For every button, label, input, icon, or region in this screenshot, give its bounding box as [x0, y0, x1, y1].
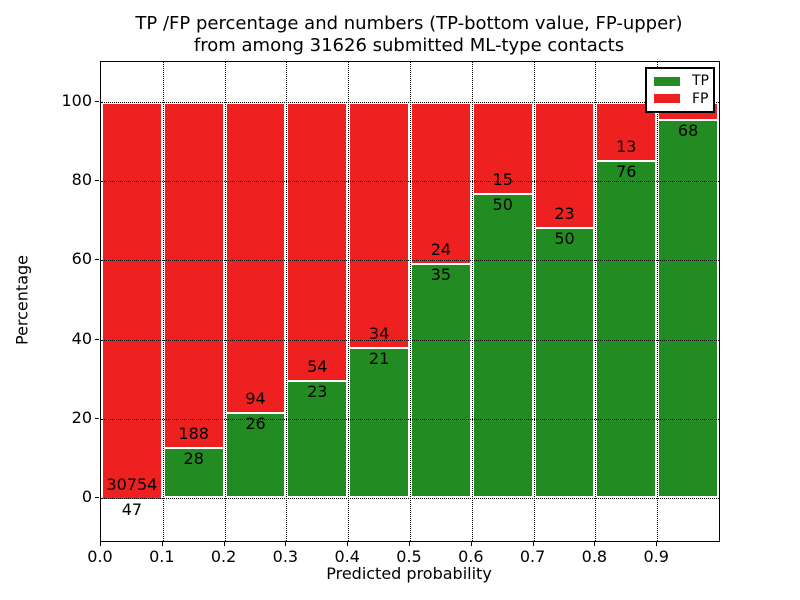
bar-segment-fp: [162, 102, 225, 447]
x-tick-mark: [161, 542, 163, 546]
bar-tp-count-label: 68: [677, 120, 699, 140]
chart-title: TP /FP percentage and numbers (TP-bottom…: [100, 13, 718, 57]
x-gridline: [533, 62, 535, 541]
x-tick-mark: [347, 542, 349, 546]
x-tick-label: 0.4: [334, 547, 360, 566]
x-tick-mark: [223, 542, 225, 546]
x-tick-mark: [470, 542, 472, 546]
y-tick-label: 60: [71, 249, 92, 269]
bar-segment-fp: [101, 102, 163, 498]
bar-tp-count-label: 28: [183, 448, 204, 468]
bar-fp-count-label: 30754: [106, 474, 158, 494]
y-tick-label: 80: [71, 170, 92, 190]
bar-fp-count-label: 23: [554, 203, 575, 223]
y-tick-mark: [95, 180, 99, 182]
x-tick-mark: [409, 542, 410, 546]
bar-segment-tp: [657, 118, 719, 499]
tp-legend-swatch: [654, 76, 680, 86]
x-tick-mark: [594, 542, 596, 546]
bar-segment-fp: [471, 102, 534, 194]
bar-tp-count-label: 21: [368, 348, 390, 368]
bar-tp-count-label: 50: [492, 195, 513, 215]
y-tick-label: 100: [61, 91, 92, 111]
bar-segment-tp: [410, 263, 472, 499]
x-tick-label: 0.0: [87, 547, 113, 566]
chart-title-line1: TP /FP percentage and numbers (TP-bottom…: [135, 13, 683, 34]
x-gridline: [471, 62, 473, 541]
x-tick-label: 0.7: [519, 547, 546, 566]
y-tick-mark: [95, 101, 99, 103]
fp-legend-swatch: [654, 94, 680, 104]
bar-tp-count-label: 26: [245, 414, 266, 434]
x-tick-label: 0.9: [643, 547, 669, 566]
x-gridline: [348, 62, 350, 541]
x-tick-label: 0.8: [581, 547, 608, 566]
bar-segment-tp: [101, 497, 163, 499]
bar-fp-count-label: 13: [616, 136, 637, 156]
y-tick-label: 40: [71, 328, 92, 348]
legend-entry-label: FP: [692, 90, 709, 107]
bar-tp-count-label: 76: [616, 161, 637, 181]
x-tick-mark: [285, 542, 287, 546]
bar-segment-tp: [348, 346, 410, 499]
bar-segment-fp: [224, 102, 287, 413]
bar-fp-count-label: 94: [245, 389, 266, 409]
x-gridline: [410, 62, 411, 541]
bar-tp-count-label: 50: [554, 228, 575, 248]
y-tick-mark: [95, 338, 99, 340]
x-tick-label: 0.5: [396, 547, 422, 566]
y-tick-mark: [95, 259, 99, 261]
bar-fp-count-label: 34: [368, 323, 390, 343]
x-gridline: [595, 62, 597, 541]
bar-fp-count-label: 24: [430, 240, 452, 260]
x-tick-label: 0.3: [272, 547, 299, 566]
bar-segment-fp: [410, 102, 472, 264]
x-tick-mark: [532, 542, 534, 546]
bar-tp-count-label: 35: [430, 265, 452, 285]
legend-entry: FP: [654, 90, 709, 107]
x-gridline: [657, 62, 659, 541]
legend: TP FP: [645, 67, 715, 113]
x-tick-label: 0.1: [149, 547, 175, 566]
bar-segment-fp: [286, 102, 349, 380]
bar-fp-count-label: 15: [492, 170, 513, 190]
x-tick-mark: [656, 542, 658, 546]
bar-tp-count-label: 23: [307, 381, 328, 401]
bar-segment-tp: [471, 193, 534, 499]
plot-area: 30754 47 188 28 94 26 54 23 34 21 24 35 15 50 23 50 13 76…: [100, 61, 720, 542]
x-axis-label: Predicted probability: [326, 564, 492, 583]
y-tick-mark: [95, 417, 99, 419]
bar-fp-count-label: 188: [178, 423, 209, 443]
legend-entry: TP: [654, 73, 709, 90]
y-tick-mark: [95, 497, 99, 499]
y-tick-label: 0: [81, 487, 92, 507]
x-tick-mark: [100, 542, 101, 546]
chart-title-line2: from among 31626 submitted ML-type conta…: [193, 35, 625, 56]
x-tick-label: 0.6: [458, 547, 484, 566]
bar-segment-fp: [348, 102, 410, 347]
legend-entry-label: TP: [692, 73, 709, 90]
bar-segment-tp: [286, 379, 349, 499]
bar-tp-count-label: 47: [121, 499, 143, 519]
y-axis-label: Percentage: [12, 254, 32, 346]
bar-fp-count-label: 54: [307, 356, 328, 376]
bar-segment-tp: [533, 226, 596, 499]
bar-segment-tp: [595, 159, 658, 499]
x-gridline: [286, 62, 288, 541]
x-gridline: [224, 62, 226, 541]
x-tick-label: 0.2: [210, 547, 237, 566]
y-tick-label: 20: [71, 407, 92, 427]
x-gridline: [162, 62, 164, 541]
